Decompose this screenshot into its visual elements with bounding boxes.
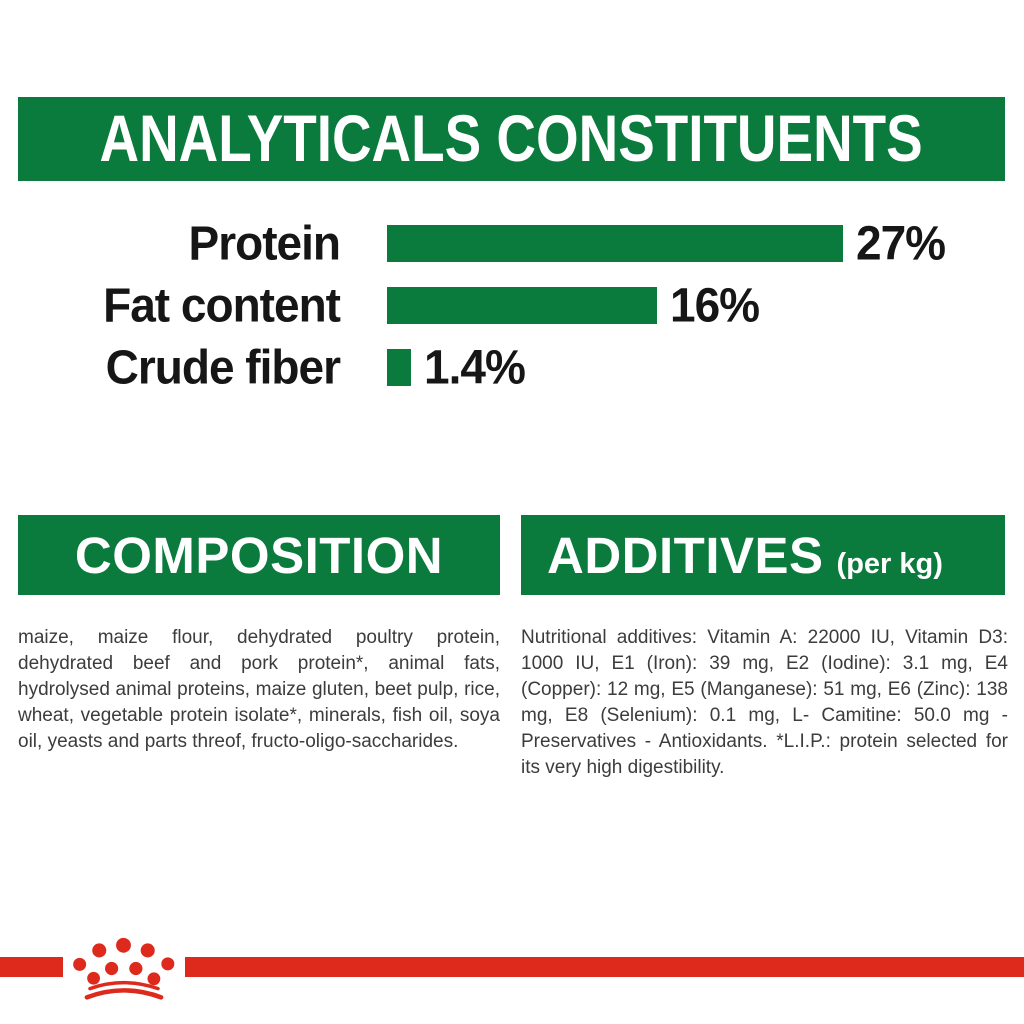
composition-title: COMPOSITION [74,526,444,584]
chart-category-label-crude-fiber: Crude fiber [105,339,341,395]
additives-title: ADDITIVES [547,526,824,584]
royal-canin-crown-icon [72,936,176,1002]
additives-title-suffix: (per kg) [836,547,943,580]
chart-bar-crude-fiber [387,348,411,386]
chart-row-fat-content: Fat content 16% [0,274,1024,336]
chart-bar-fat-content [387,286,657,324]
chart-value-label-crude-fiber: 1.4% [424,339,526,395]
analyticals-constituents-banner: ANALYTICALS CONSTITUENTS [18,97,1005,181]
analyticals-constituents-title: ANALYTICALS CONSTITUENTS [99,102,924,176]
chart-bar-protein [387,224,843,262]
chart-row-crude-fiber: Crude fiber 1.4% [0,336,1024,398]
chart-value-label-protein: 27% [856,215,946,271]
analytical-constituents-chart: Protein 27% Fat content 16% Crude fiber … [0,212,1024,398]
composition-body-text: maize, maize flour, dehydrated poultry p… [18,627,500,752]
chart-value-label-fat-content: 16% [670,277,760,333]
composition-header: COMPOSITION [18,515,500,595]
additives-header: ADDITIVES (per kg) [521,515,1005,595]
chart-category-label-fat-content: Fat content [103,277,341,333]
chart-row-protein: Protein 27% [0,212,1024,274]
chart-category-label-protein: Protein [188,215,341,271]
footer-red-line-right [185,957,1024,977]
footer-red-line-left [0,957,63,977]
additives-body-text: Nutritional additives: Vitamin A: 22000 … [521,627,1008,778]
